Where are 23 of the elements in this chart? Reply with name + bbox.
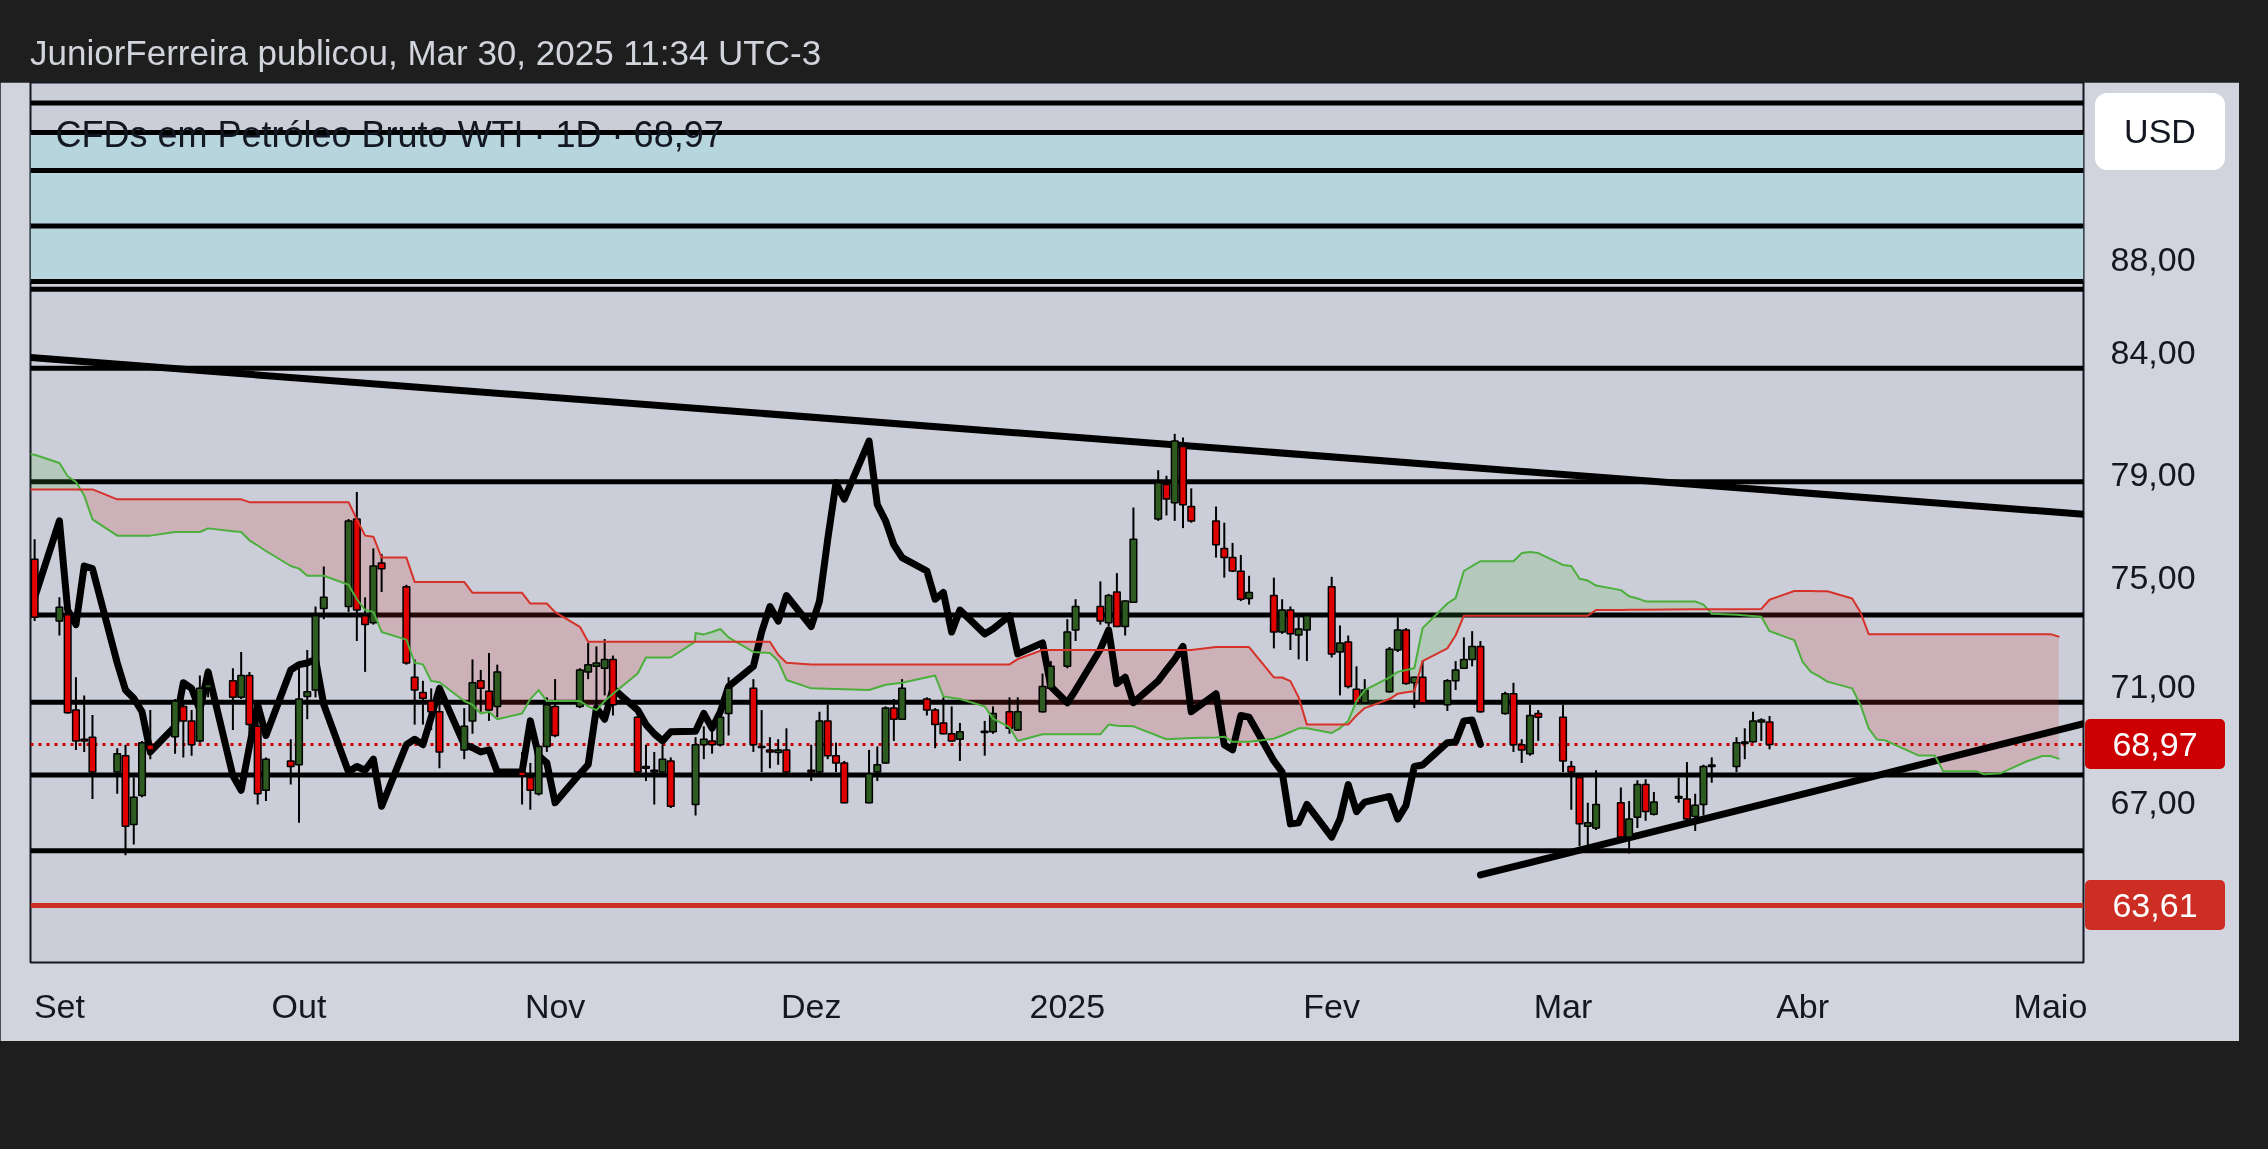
candlestick [1187,487,1196,524]
chart-subtitle: JuniorFerreira publicou, Mar 30, 2025 11:34 UTC-3 [30,32,822,74]
y-tick-label: 71,00 [2110,667,2196,706]
x-tick-label: Nov [524,986,586,1025]
x-tick-label: Dez [780,986,842,1025]
y-axis-title: USD [2095,93,2225,170]
y-tick-label: 84,00 [2110,332,2196,371]
y-tick-label: 67,00 [2110,782,2196,821]
line-series [30,488,2060,726]
x-tick-label: Fev [1303,986,1361,1025]
x-tick-label: Maio [2013,986,2088,1025]
x-tick-label: Mar [1533,986,1593,1025]
x-tick-label: Abr [1776,986,1830,1025]
x-tick-label: Set [33,986,86,1025]
y-tick-label: 88,00 [2110,240,2196,279]
candlestick [460,707,469,761]
x-tick-label: Out [271,986,327,1025]
x-tick-label: 2025 [1029,986,1106,1025]
y-tick-label: 79,00 [2110,454,2196,493]
candlestick [1211,505,1221,559]
ref-line-label: 63,61 [2085,879,2225,930]
ref-line-label: 68,97 [2085,718,2225,769]
y-tick-label: 75,00 [2110,558,2196,597]
